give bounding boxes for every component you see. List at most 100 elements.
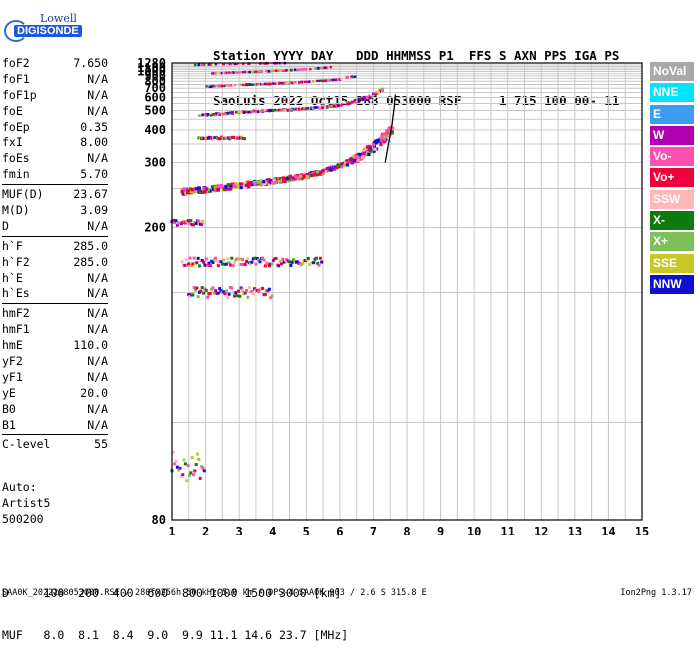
x-tick-label: 5 bbox=[303, 525, 310, 535]
echo-point bbox=[262, 180, 266, 184]
echo-point bbox=[325, 106, 329, 109]
echo-point bbox=[337, 104, 340, 107]
es-point bbox=[204, 257, 208, 261]
es-point bbox=[301, 262, 305, 266]
es-point bbox=[235, 294, 239, 298]
es-point bbox=[188, 256, 192, 260]
param-name: foEp bbox=[2, 119, 30, 134]
param-row: h`F2 285.0 bbox=[2, 255, 108, 271]
param-row: foF1 N/A bbox=[2, 72, 108, 88]
echo-point bbox=[204, 113, 207, 117]
echo-point bbox=[284, 109, 287, 112]
echo-point bbox=[258, 70, 261, 73]
echo-point bbox=[296, 68, 300, 71]
echo-point bbox=[350, 160, 354, 165]
param-value: N/A bbox=[87, 71, 108, 86]
es-point bbox=[270, 262, 274, 266]
param-row: yF2 N/A bbox=[2, 354, 108, 370]
param-row: h`E N/A bbox=[2, 271, 108, 287]
param-row: hmF2 N/A bbox=[2, 306, 108, 322]
echo-point bbox=[186, 191, 190, 195]
echo-point bbox=[220, 84, 224, 88]
param-value: N/A bbox=[87, 270, 108, 285]
es-point bbox=[202, 260, 206, 264]
echo-point bbox=[382, 135, 386, 139]
echo-point bbox=[313, 106, 317, 109]
echo-point bbox=[254, 110, 258, 114]
echo-point bbox=[245, 83, 248, 86]
param-name: foEs bbox=[2, 151, 30, 166]
echo-point bbox=[274, 180, 278, 184]
param-name: D bbox=[2, 218, 9, 233]
echo-point bbox=[368, 145, 372, 149]
es-point bbox=[227, 292, 231, 296]
x-tick-labels: 1 2 3 4 5 6 7 8 9 10 11 12 13 14 15 bbox=[168, 525, 649, 535]
y-tick-label: 1280 bbox=[137, 56, 166, 70]
echo-point bbox=[261, 109, 264, 113]
y-tick-label: 200 bbox=[144, 221, 166, 235]
echo-point bbox=[327, 66, 330, 69]
echo-point bbox=[367, 152, 371, 157]
echo-point bbox=[345, 76, 349, 80]
es-point bbox=[189, 471, 193, 475]
param-value: N/A bbox=[87, 306, 108, 321]
echo-point bbox=[372, 92, 375, 96]
x-tick-label: 10 bbox=[467, 525, 481, 535]
es-point bbox=[282, 260, 286, 264]
y-tick-label: 1000 bbox=[137, 65, 166, 79]
echo-point bbox=[319, 79, 322, 82]
echo-point bbox=[274, 178, 278, 183]
param-row: hmE 110.0 bbox=[2, 338, 108, 354]
x-tick-label: 11 bbox=[500, 525, 514, 535]
param-value: 3.09 bbox=[80, 203, 108, 218]
echo-point bbox=[219, 184, 224, 189]
echo-point bbox=[223, 71, 226, 75]
echo-point bbox=[308, 171, 312, 175]
echo-point bbox=[378, 89, 381, 92]
echo-point bbox=[319, 66, 322, 70]
echo-point bbox=[371, 143, 376, 147]
echo-point bbox=[243, 181, 247, 185]
echo-point bbox=[272, 178, 276, 182]
autoscale-program: Artist5 bbox=[2, 496, 51, 510]
param-name: M(D) bbox=[2, 203, 30, 218]
echo-point bbox=[310, 107, 313, 111]
echo-point bbox=[362, 95, 366, 99]
param-divider bbox=[2, 434, 108, 436]
echo-point bbox=[331, 78, 334, 82]
es-point bbox=[274, 256, 278, 260]
echo-point bbox=[211, 185, 215, 189]
echo-point bbox=[382, 132, 386, 136]
echo-point bbox=[226, 62, 229, 66]
header-columns: Station YYYY DAY DDD HHMMSS P1 FFS S AXN… bbox=[213, 48, 620, 63]
echo-point bbox=[258, 180, 262, 185]
es-point bbox=[246, 295, 250, 299]
echo-point bbox=[302, 175, 306, 179]
es-point bbox=[266, 262, 270, 266]
echo-point bbox=[270, 181, 275, 185]
es-point bbox=[285, 257, 289, 261]
param-value: N/A bbox=[87, 286, 108, 301]
echo-point bbox=[297, 81, 301, 84]
es-point bbox=[187, 473, 191, 477]
echo-point bbox=[180, 188, 185, 192]
echo-point bbox=[197, 186, 201, 190]
echo-point bbox=[247, 111, 250, 114]
param-value: 285.0 bbox=[73, 254, 108, 269]
es-point bbox=[192, 256, 196, 260]
echo-point bbox=[247, 181, 251, 186]
echo-point bbox=[234, 182, 238, 186]
echo-point bbox=[360, 155, 365, 159]
echo-point bbox=[255, 83, 258, 86]
es-point bbox=[261, 286, 265, 290]
echo-point bbox=[251, 110, 254, 113]
echo-point bbox=[259, 179, 263, 183]
echo-point bbox=[181, 192, 186, 196]
es-point bbox=[306, 256, 310, 260]
echo-point bbox=[375, 92, 378, 96]
es-point bbox=[204, 288, 208, 292]
es-point bbox=[191, 293, 195, 297]
echo-point bbox=[218, 72, 221, 75]
echo-point bbox=[258, 83, 262, 86]
es-point bbox=[214, 256, 218, 260]
